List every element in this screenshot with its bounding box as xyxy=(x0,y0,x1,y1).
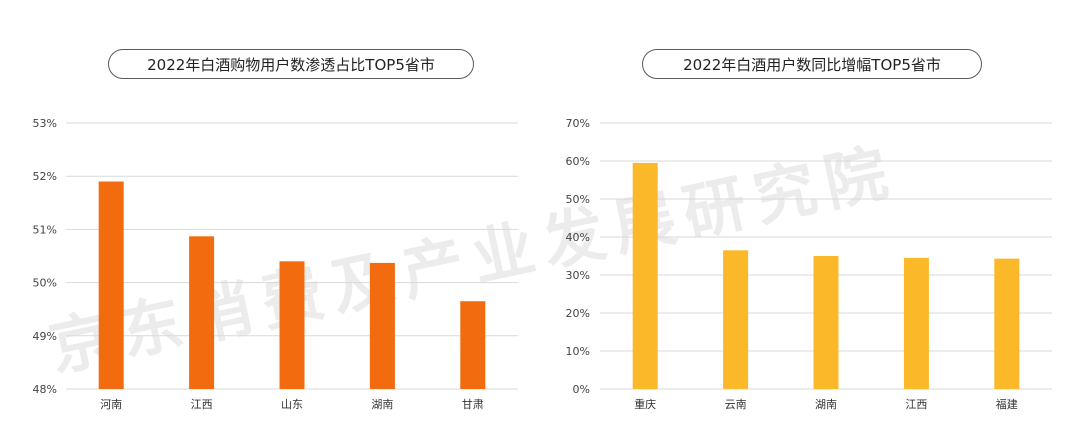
bar-江西 xyxy=(189,236,215,389)
x-category-label: 河南 xyxy=(100,398,122,411)
y-tick-label: 49% xyxy=(33,330,57,343)
y-tick-label: 48% xyxy=(33,383,57,396)
bar-山东 xyxy=(279,261,305,389)
x-category-label: 江西 xyxy=(191,398,213,411)
bar-河南 xyxy=(98,181,124,389)
x-category-label: 湖南 xyxy=(371,398,393,411)
bar-福建 xyxy=(994,258,1020,389)
y-tick-label: 50% xyxy=(33,277,57,290)
x-category-label: 江西 xyxy=(905,398,927,411)
chart-title-right: 2022年白酒用户数同比增幅TOP5省市 xyxy=(642,49,982,79)
y-tick-label: 70% xyxy=(566,117,590,130)
bar-云南 xyxy=(723,250,749,389)
y-tick-label: 10% xyxy=(566,345,590,358)
x-category-label: 湖南 xyxy=(815,398,837,411)
bar-重庆 xyxy=(632,162,658,389)
x-category-label: 甘肃 xyxy=(462,398,484,411)
y-tick-label: 30% xyxy=(566,269,590,282)
bar-湖南 xyxy=(813,256,839,389)
y-tick-label: 51% xyxy=(33,223,57,236)
x-category-label: 云南 xyxy=(725,398,747,411)
y-tick-label: 40% xyxy=(566,231,590,244)
x-category-label: 山东 xyxy=(281,398,303,411)
chart-title-left: 2022年白酒购物用户数渗透占比TOP5省市 xyxy=(108,49,474,79)
y-tick-label: 60% xyxy=(566,155,590,168)
y-tick-label: 53% xyxy=(33,117,57,130)
bar-甘肃 xyxy=(460,301,486,389)
y-tick-label: 0% xyxy=(573,383,590,396)
x-category-label: 重庆 xyxy=(634,397,656,411)
y-tick-label: 20% xyxy=(566,307,590,320)
y-tick-label: 50% xyxy=(566,193,590,206)
bar-湖南 xyxy=(369,262,395,389)
bar-江西 xyxy=(903,257,929,389)
y-tick-label: 52% xyxy=(33,170,57,183)
x-category-label: 福建 xyxy=(996,397,1018,411)
